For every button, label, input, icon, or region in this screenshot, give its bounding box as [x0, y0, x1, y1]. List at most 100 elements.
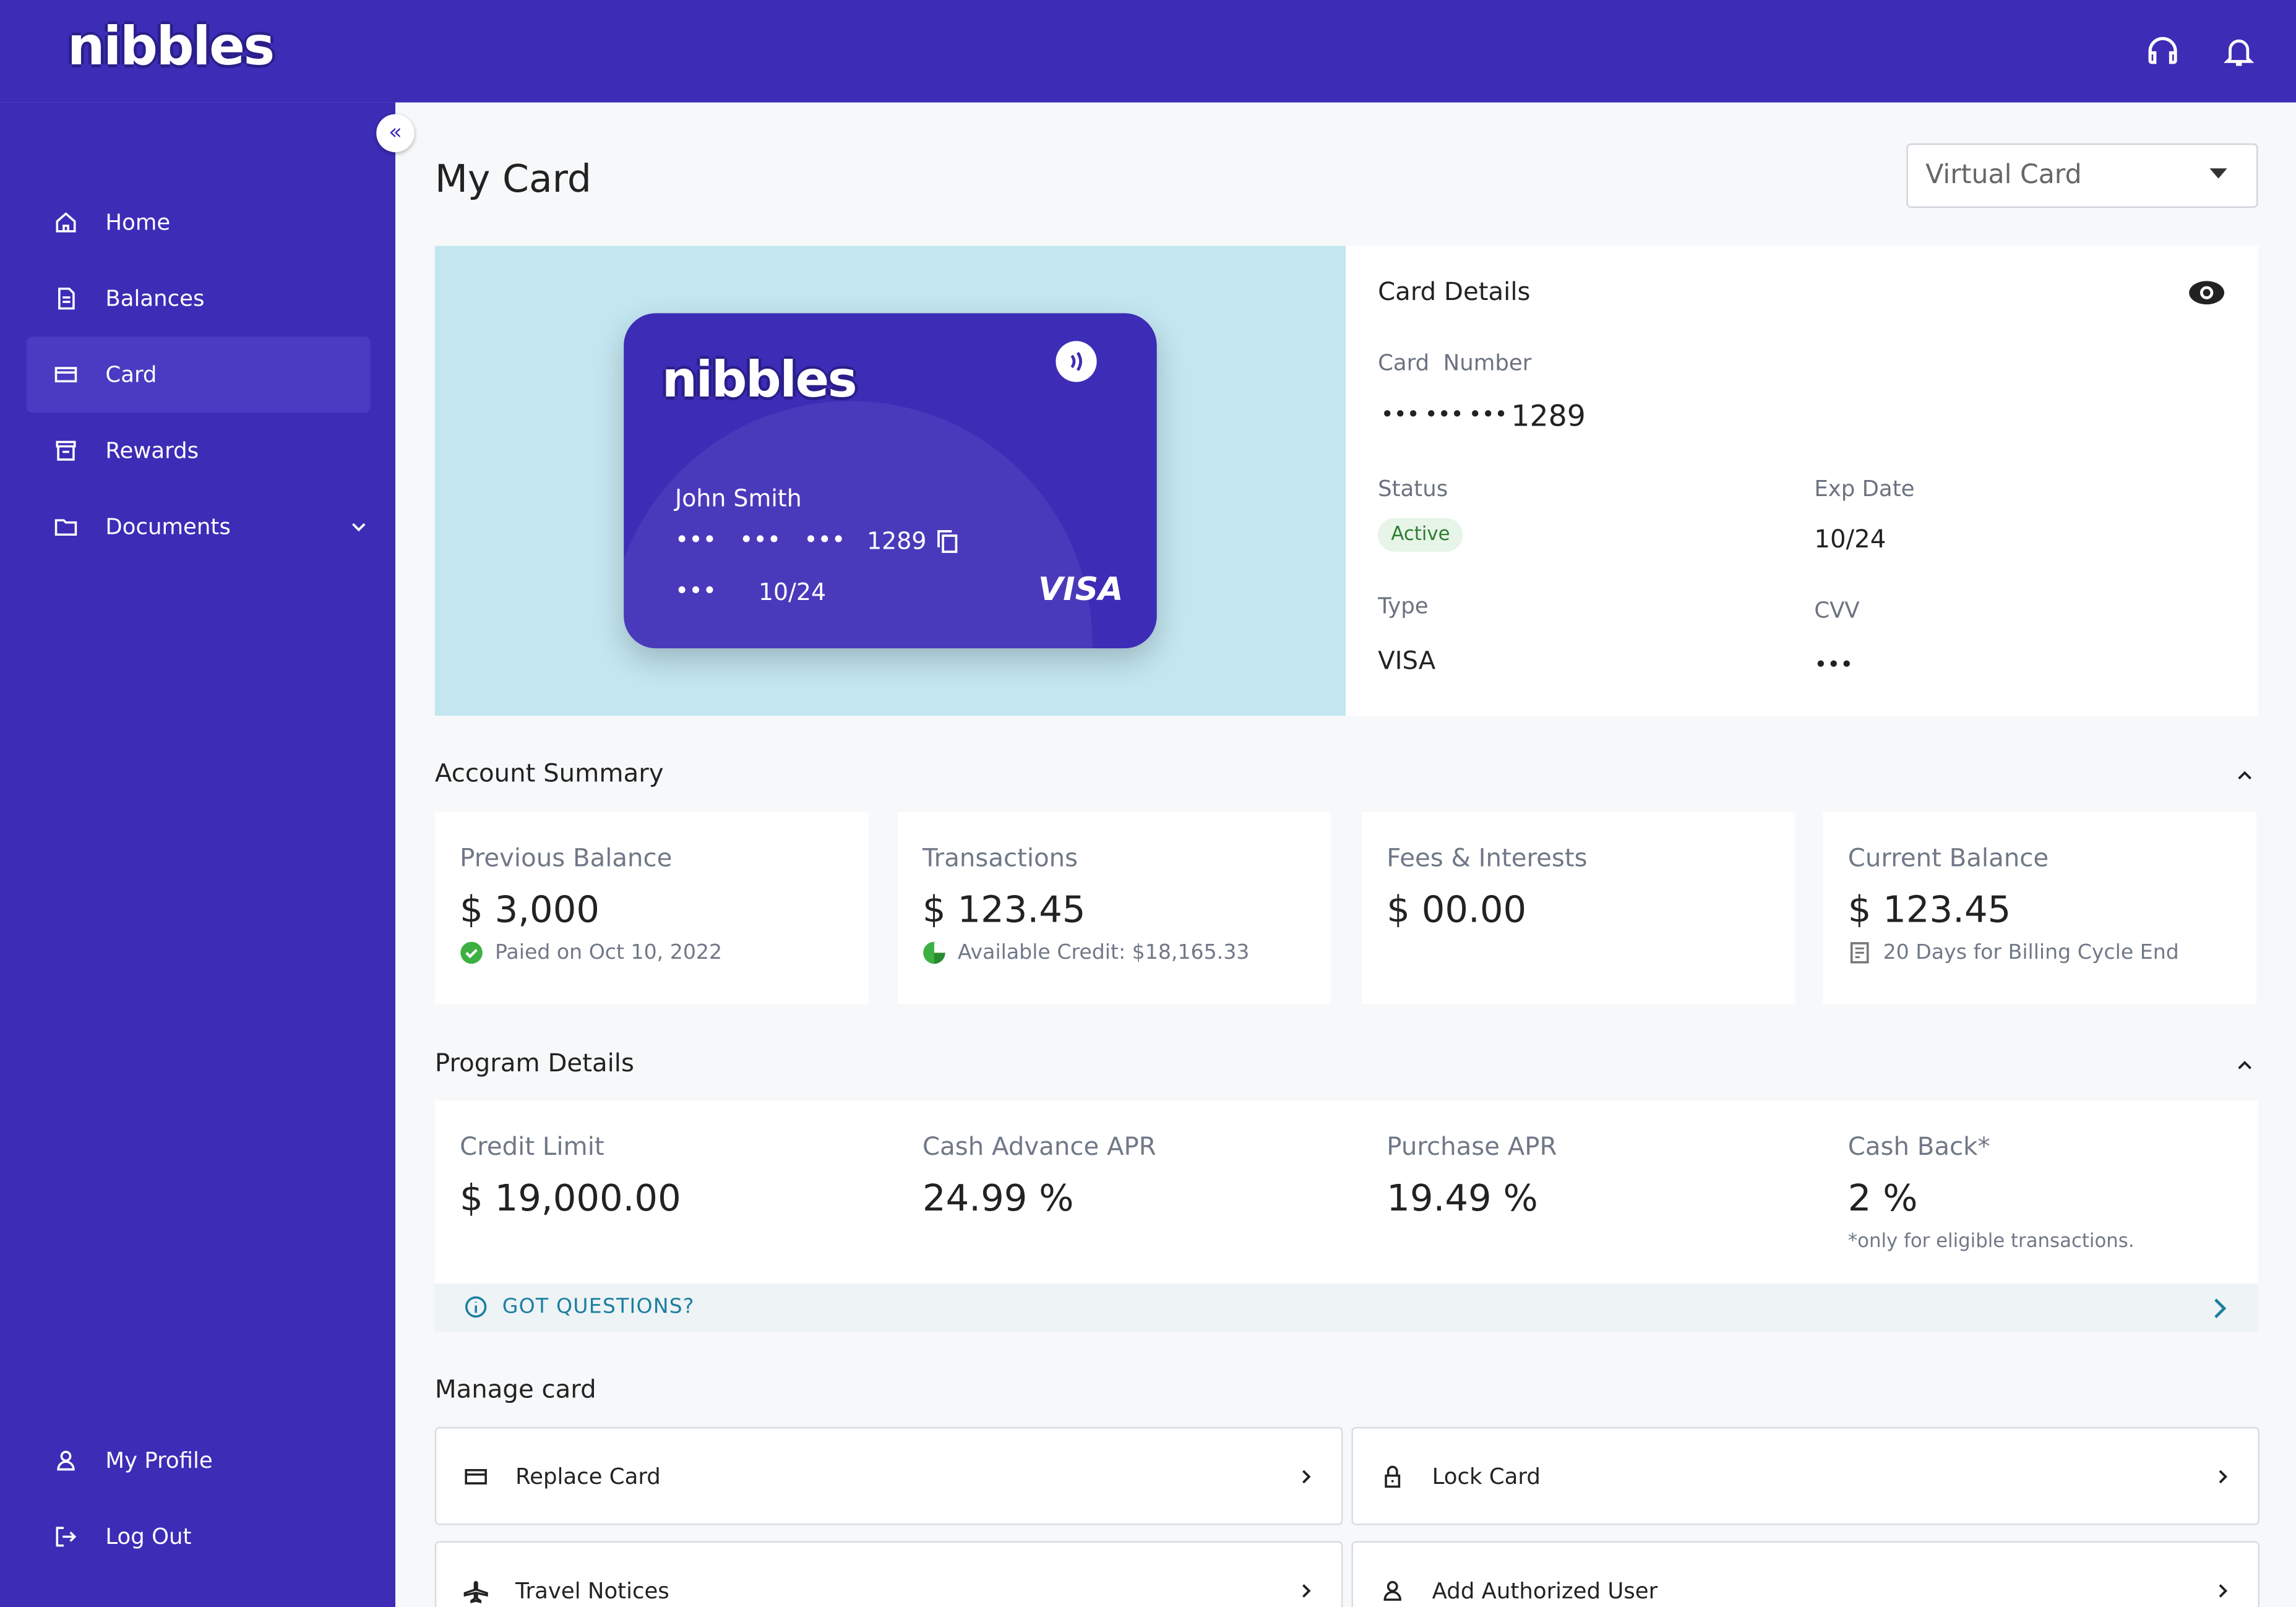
program-value-text: 2 %	[1847, 1176, 1918, 1219]
card-holder: John Smith	[675, 484, 802, 513]
summary-value: $ 123.45	[1848, 888, 2011, 931]
type-label: Type	[1378, 593, 1429, 619]
action-button-text: Replace Card	[515, 1462, 661, 1489]
action-button[interactable]: Lock Card	[1351, 1426, 2259, 1525]
summary-value-text: $ 3,000	[460, 888, 600, 931]
icon	[57, 1451, 75, 1471]
card-last4: 1289	[867, 526, 927, 555]
nav-item-text: Documents	[105, 513, 231, 541]
icon	[1385, 1465, 1401, 1487]
copy-icon[interactable]	[937, 530, 958, 554]
summary-value: $ 123.45	[922, 888, 1085, 931]
summary-note-text: 20 Days for Billing Cycle End	[1883, 941, 2179, 965]
card-mask: •••	[804, 525, 846, 554]
summary-value: $ 3,000	[460, 888, 600, 931]
summary-note: Paied on Oct 10, 2022	[460, 941, 722, 964]
action-button[interactable]: Travel Notices	[434, 1541, 1343, 1607]
chevron-right	[1302, 1583, 1311, 1597]
section-title: Manage card	[434, 1376, 596, 1405]
nav-item[interactable]: My Profile	[27, 1423, 371, 1499]
summary-note-text: Available Credit: $18,165.33	[957, 941, 1250, 965]
program-value-text: 19.49 %	[1387, 1176, 1538, 1219]
dropdown-arrow	[2209, 168, 2227, 179]
program-value: 19.49 %	[1387, 1176, 1537, 1219]
nav-item-text: Rewards	[105, 437, 199, 465]
card-network: VISA	[1038, 572, 1124, 609]
summary-label-text: Fees & Interests	[1387, 844, 1588, 874]
program-value: $ 19,000.00	[460, 1176, 681, 1219]
card-details-title: Card Details	[1378, 278, 1531, 307]
card-mask: •••	[739, 525, 781, 554]
nav-item[interactable]: Home	[27, 184, 371, 260]
card-number-mask: •••	[1468, 401, 1508, 427]
program-label-text: Cash Advance APR	[922, 1133, 1156, 1162]
sidebar: Home Balances Card Rewards Documents My Profi…	[0, 102, 396, 1607]
program-note-text: *only for eligible transactions.	[1847, 1230, 2135, 1253]
icon	[1383, 1580, 1401, 1600]
program-label-text: Cash Back*	[1847, 1133, 1990, 1162]
nav-item[interactable]: Documents	[27, 489, 371, 565]
note-icon	[1850, 942, 1869, 964]
summary-card: Fees & Interests $ 00.00	[1362, 812, 1795, 1005]
summary-label: Fees & Interests	[1387, 844, 1587, 873]
program-label: Cash Back*	[1848, 1133, 1990, 1162]
summary-value: $ 00.00	[1387, 888, 1526, 931]
card-logo: nibbles	[661, 351, 858, 410]
collapse-button[interactable]: «	[376, 114, 415, 153]
collapse-icon[interactable]	[2236, 1060, 2253, 1071]
show-details-icon[interactable]	[2188, 278, 2226, 307]
icon	[56, 212, 76, 233]
summary-value-text: $ 123.45	[922, 888, 1086, 931]
status-label: Status	[1378, 475, 1448, 502]
summary-label-text: Previous Balance	[460, 844, 673, 874]
card-decor	[624, 401, 1093, 649]
icon	[54, 367, 77, 383]
exp-label: Exp Date	[1814, 475, 1915, 502]
support-icon[interactable]	[2144, 32, 2182, 71]
nav-item[interactable]: Log Out	[27, 1499, 371, 1575]
nav-item[interactable]: Card	[26, 336, 371, 413]
icon	[56, 440, 76, 461]
card-number-last4: 1289	[1511, 398, 1586, 434]
note-icon	[460, 941, 483, 964]
action-button[interactable]: Replace Card	[434, 1426, 1343, 1525]
nav-item[interactable]: Balances	[27, 260, 371, 336]
card-select[interactable]: Virtual Card	[1906, 143, 2258, 208]
nav-item-text: Log Out	[105, 1523, 192, 1550]
program-label: Purchase APR	[1387, 1133, 1557, 1162]
summary-label: Transactions	[922, 844, 1078, 873]
summary-value-text: $ 123.45	[1847, 888, 2011, 931]
questions-bar[interactable]: GOT QUESTIONS?	[434, 1283, 2258, 1332]
summary-note-text: Paied on Oct 10, 2022	[494, 941, 723, 965]
icon	[56, 1527, 77, 1547]
nav-item[interactable]: Rewards	[27, 413, 371, 489]
note-icon	[923, 941, 945, 964]
icon	[463, 1580, 488, 1603]
section-title: Account Summary	[434, 760, 664, 789]
nav-item-text: Balances	[105, 285, 205, 312]
collapse-icon[interactable]	[2236, 770, 2253, 782]
icon	[465, 1468, 487, 1484]
status-badge: Active	[1378, 518, 1463, 552]
contactless-icon	[1056, 341, 1097, 382]
expand-icon	[352, 523, 366, 532]
card-select-value: Virtual Card	[1925, 159, 2082, 191]
top-bar: nibbles	[0, 0, 2296, 103]
icon	[58, 287, 75, 310]
action-button[interactable]: Add Authorized User	[1351, 1541, 2259, 1607]
logo: nibbles	[67, 17, 275, 78]
summary-note: 20 Days for Billing Cycle End	[1848, 941, 2179, 964]
card-preview-panel: nibbles John Smith ••• ••• ••• 1289 ••• …	[434, 246, 1346, 716]
type-value: VISA	[1378, 646, 1436, 677]
summary-card: Transactions $ 123.45 Available Credit: $1…	[897, 812, 1331, 1005]
summary-card: Previous Balance $ 3,000 Paied on Oct 10, …	[434, 812, 869, 1005]
notifications-icon[interactable]	[2221, 32, 2256, 71]
questions-link: GOT QUESTIONS?	[502, 1295, 695, 1319]
program-note: *only for eligible transactions.	[1848, 1231, 2135, 1253]
program-label: Credit Limit	[460, 1133, 604, 1162]
summary-note: Available Credit: $18,165.33	[922, 941, 1249, 964]
program-details: GOT QUESTIONS? Credit Limit $ 19,000.00 Ca…	[434, 1100, 2258, 1332]
info-icon	[465, 1296, 487, 1318]
